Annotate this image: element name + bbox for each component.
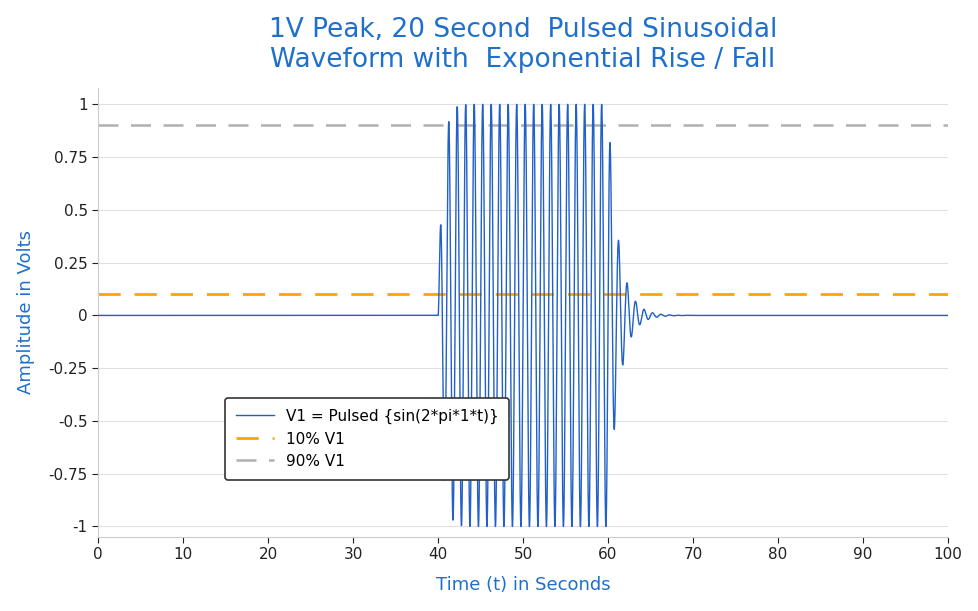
- Line: V1 = Pulsed {sin(2*pi*1*t)}: V1 = Pulsed {sin(2*pi*1*t)}: [98, 104, 947, 527]
- 90% V1: [101, 122, 112, 129]
- V1 = Pulsed {sin(2*pi*1*t)}: [354, 312, 366, 319]
- V1 = Pulsed {sin(2*pi*1*t)}: [460, 101, 471, 109]
- V1 = Pulsed {sin(2*pi*1*t)}: [505, 412, 516, 419]
- 10% V1: [101, 291, 112, 298]
- V1 = Pulsed {sin(2*pi*1*t)}: [591, 523, 602, 530]
- Y-axis label: Amplitude in Volts: Amplitude in Volts: [17, 230, 34, 394]
- Title: 1V Peak, 20 Second  Pulsed Sinusoidal
Waveform with  Exponential Rise / Fall: 1V Peak, 20 Second Pulsed Sinusoidal Wav…: [269, 16, 777, 73]
- 90% V1: [92, 122, 104, 129]
- V1 = Pulsed {sin(2*pi*1*t)}: [211, 312, 223, 319]
- V1 = Pulsed {sin(2*pi*1*t)}: [92, 312, 104, 319]
- 10% V1: [92, 291, 104, 298]
- X-axis label: Time (t) in Seconds: Time (t) in Seconds: [435, 576, 609, 595]
- V1 = Pulsed {sin(2*pi*1*t)}: [171, 312, 183, 319]
- V1 = Pulsed {sin(2*pi*1*t)}: [941, 312, 953, 319]
- V1 = Pulsed {sin(2*pi*1*t)}: [580, 233, 592, 240]
- V1 = Pulsed {sin(2*pi*1*t)}: [596, 101, 607, 108]
- Legend: V1 = Pulsed {sin(2*pi*1*t)}, 10% V1, 90% V1: V1 = Pulsed {sin(2*pi*1*t)}, 10% V1, 90%…: [225, 398, 509, 480]
